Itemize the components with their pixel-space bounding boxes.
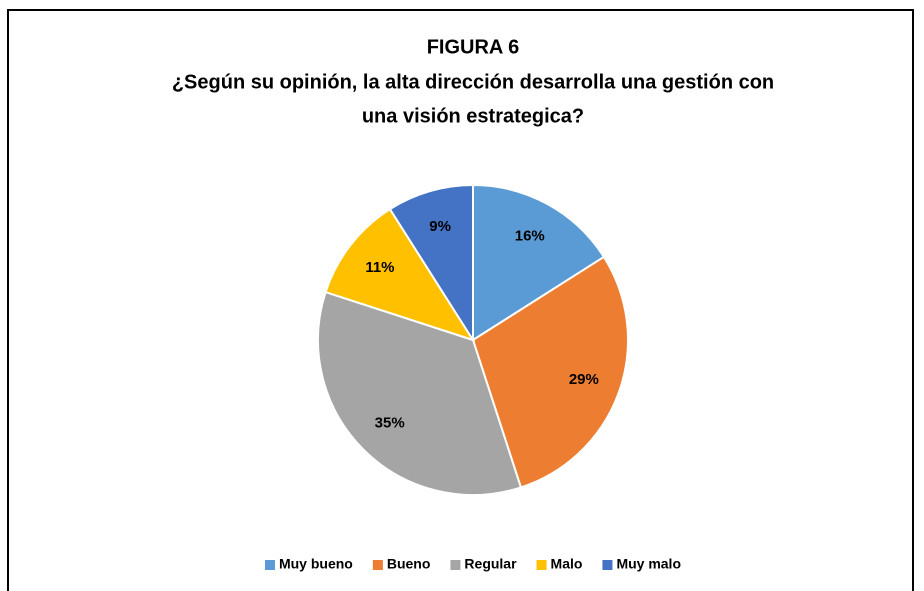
legend-label: Muy malo	[616, 556, 681, 572]
data-label: 29%	[569, 371, 599, 388]
data-label: 9%	[429, 218, 451, 235]
legend-swatch	[602, 560, 613, 570]
pie-slice	[472, 183, 606, 342]
legend-swatch	[536, 560, 547, 570]
chart-title: ¿Según su opinión, la alta dirección des…	[172, 71, 774, 93]
legend-label: Regular	[464, 556, 517, 572]
pie-slice	[388, 183, 474, 344]
data-label: 35%	[375, 414, 405, 431]
chart-border	[7, 9, 914, 591]
legend-label: Malo	[551, 556, 583, 572]
legend-swatch	[372, 560, 383, 570]
legend-label: Bueno	[387, 556, 431, 572]
data-label: 16%	[515, 228, 545, 245]
pie-slice	[324, 207, 476, 342]
pie-slice	[471, 255, 629, 489]
pie-slice	[317, 290, 523, 496]
legend-label: Muy bueno	[279, 556, 353, 572]
chart-title: una visión estrategica?	[362, 105, 584, 127]
data-label: 11%	[365, 259, 394, 276]
chart-title: FIGURA 6	[427, 36, 520, 58]
legend-swatch	[264, 560, 275, 570]
legend-swatch	[450, 560, 461, 570]
